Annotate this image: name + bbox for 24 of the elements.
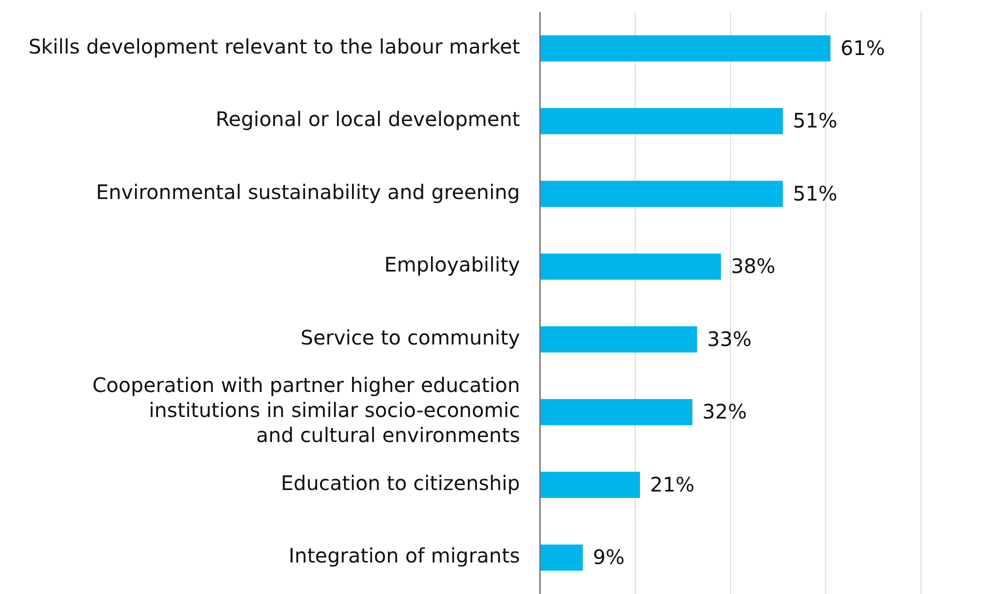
bar [540, 399, 692, 426]
y-tick-label: Environmental sustainability and greening [96, 180, 520, 204]
data-label: 51% [792, 108, 838, 133]
data-label: 21% [650, 472, 694, 496]
y-tick-label: Cooperation with partner higher education institutions in similar socio-economic and cultural environments [92, 374, 520, 448]
data-label: 51% [792, 181, 838, 206]
y-tick-label: Skills development relevant to the labour market [28, 34, 520, 59]
bar [540, 35, 831, 62]
y-tick-label: Regional or local development [216, 108, 520, 132]
y-tick-label: Education to citizenship [280, 471, 520, 496]
bar [540, 254, 721, 280]
data-label: 9% [592, 545, 625, 570]
bar [540, 180, 783, 207]
y-tick-label: Employability [384, 253, 520, 278]
bar [540, 326, 698, 352]
bar [540, 544, 583, 571]
data-label: 38% [730, 254, 776, 278]
y-tick-label: Integration of migrants [288, 544, 520, 568]
bar [540, 472, 640, 498]
data-label: 33% [707, 326, 752, 351]
y-tick-label: Service to community [300, 326, 520, 350]
bar [540, 108, 783, 134]
data-label: 61% [840, 36, 885, 60]
data-label: 32% [702, 400, 747, 424]
